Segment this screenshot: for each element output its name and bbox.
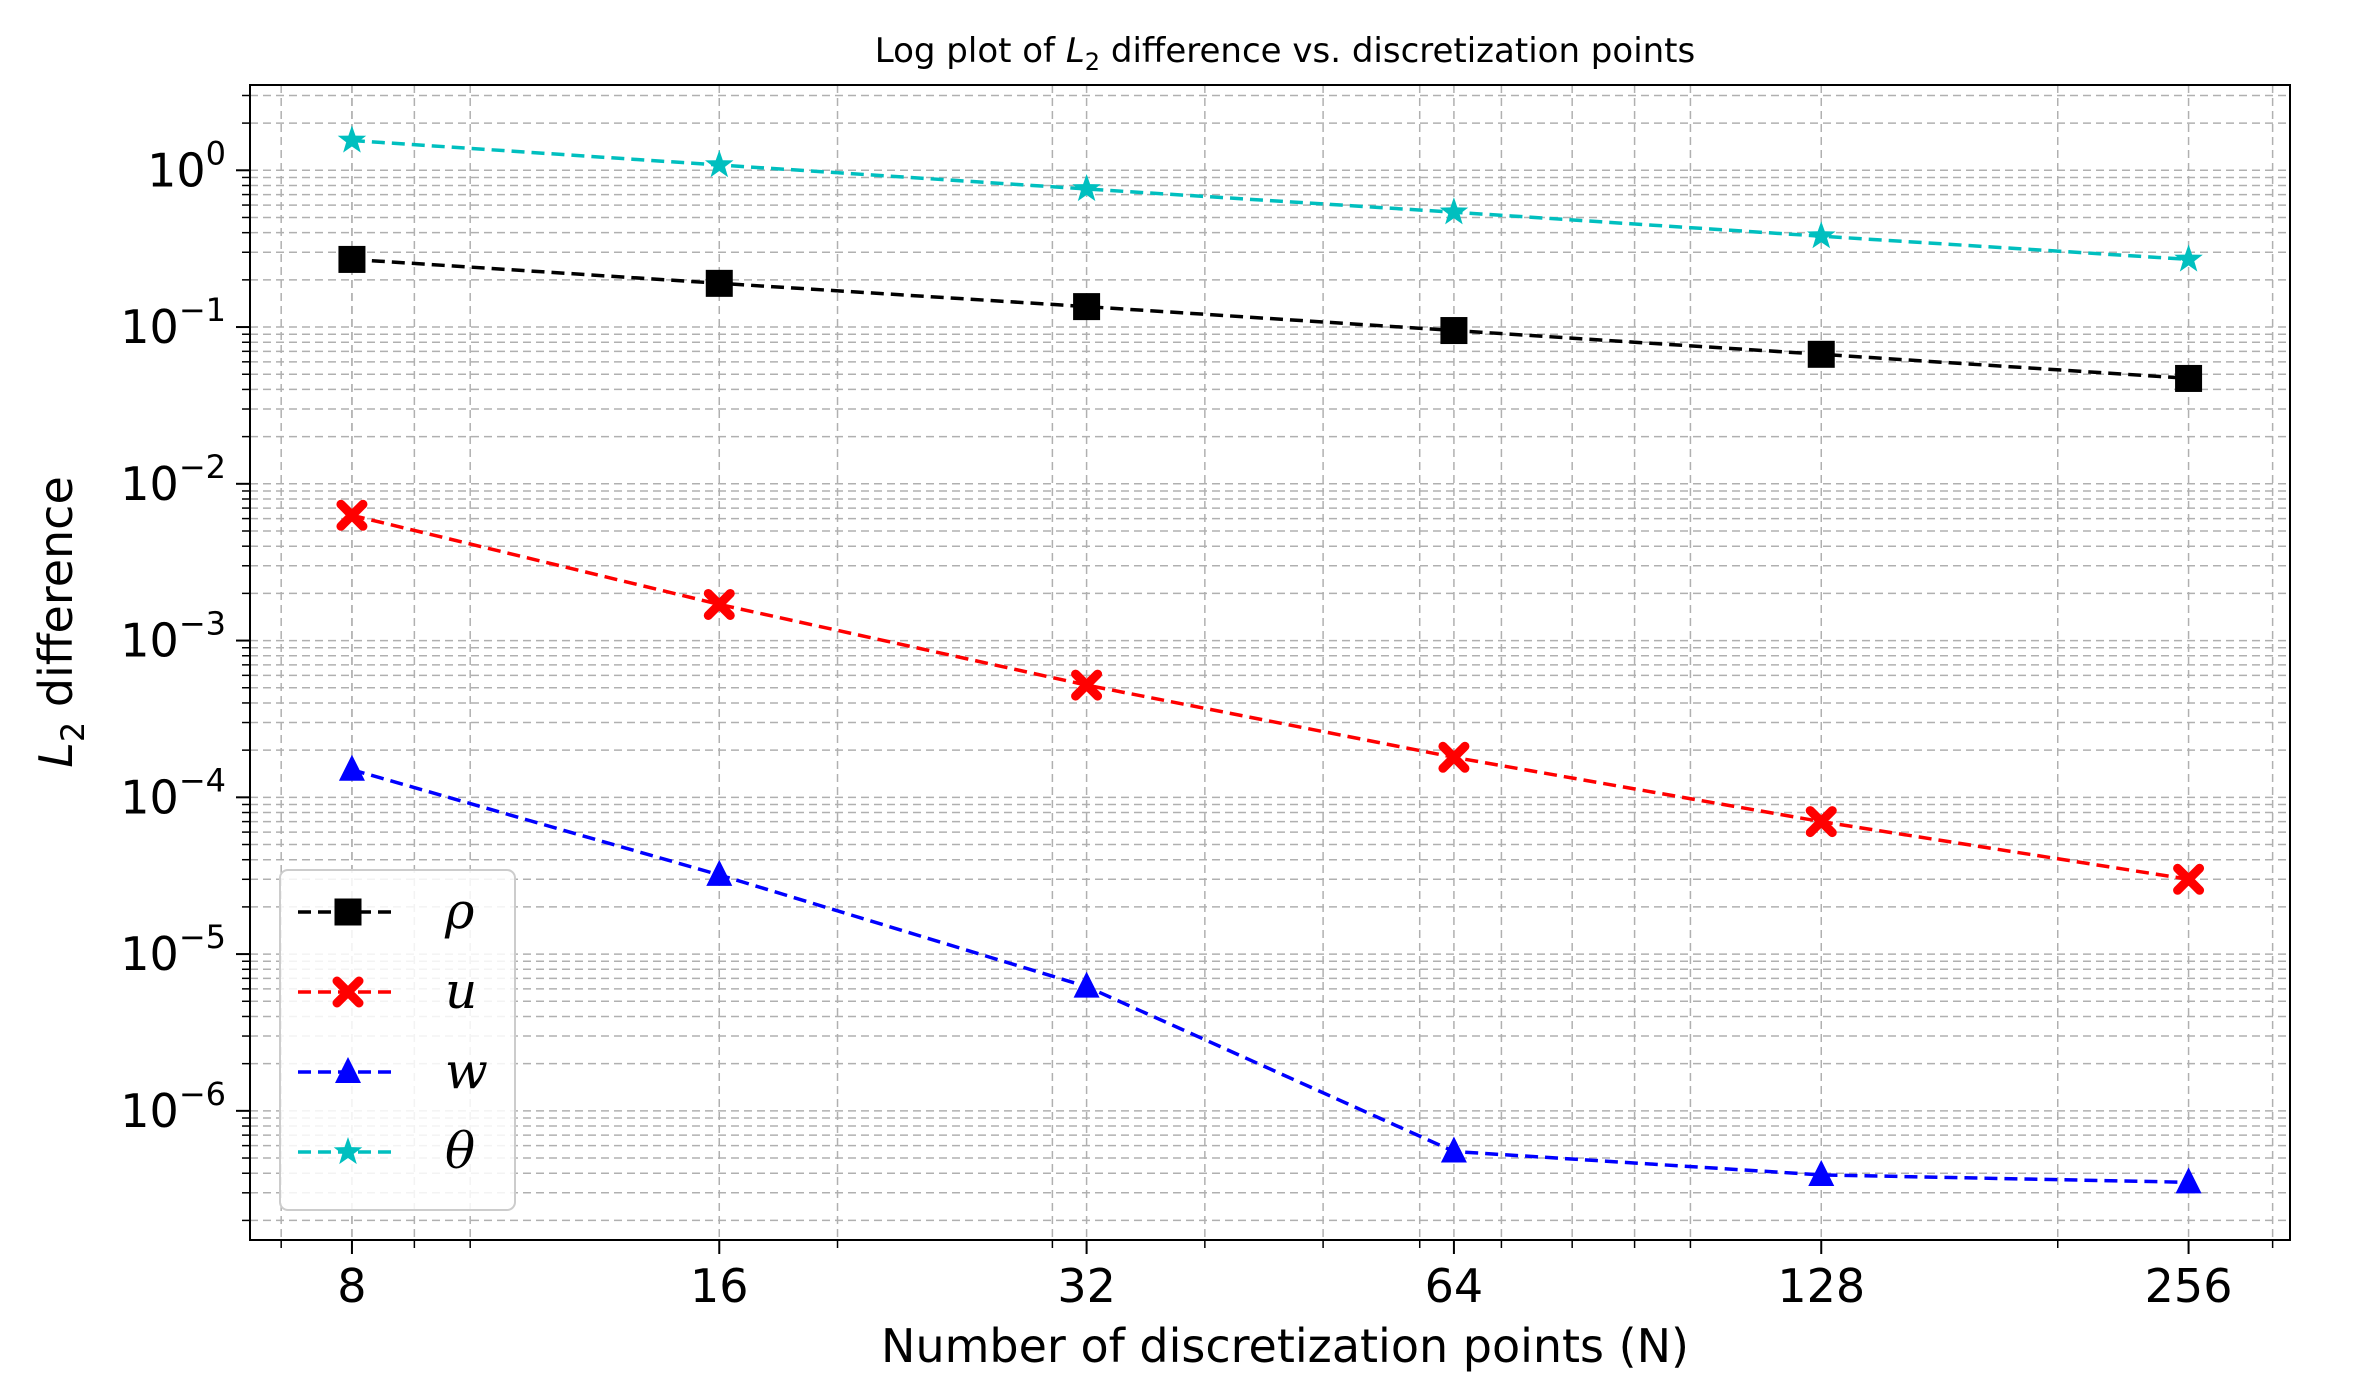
series-u (336, 499, 2205, 895)
data-point (2175, 1167, 2202, 1194)
data-point (2175, 364, 2203, 392)
y-tick-label: 10−4 (120, 761, 226, 824)
series-line (351, 513, 2189, 882)
series-line (351, 768, 2189, 1185)
marker-stroke (1438, 741, 1470, 773)
legend-item: u (298, 962, 477, 1020)
legend-label: u (445, 962, 477, 1020)
data-point (1807, 340, 1835, 368)
marker-stroke (2173, 863, 2205, 895)
data-point (1807, 221, 1836, 249)
data-point (1440, 317, 1468, 345)
data-point (336, 499, 368, 531)
plot-frame (249, 84, 2291, 1241)
grid (250, 85, 2290, 1240)
x-axis-label: Number of discretization points (N) (881, 1319, 1689, 1373)
x-tick-label: 8 (337, 1259, 366, 1313)
data-point (1438, 741, 1470, 773)
data-point (706, 859, 733, 886)
legend-label: w (445, 1042, 488, 1100)
legend-marker (335, 1057, 361, 1083)
legend-item: θ (298, 1122, 475, 1180)
legend-marker (332, 976, 364, 1008)
legend-marker (334, 898, 362, 926)
x-tick-label: 32 (1057, 1259, 1116, 1313)
chart-title: Log plot of L2 difference vs. discretiza… (875, 31, 1695, 76)
data-point (2173, 863, 2205, 895)
x-tick-label: 128 (1777, 1259, 1865, 1313)
y-tick-label: 10−1 (120, 291, 226, 354)
legend-item: ρ (298, 882, 475, 940)
legend-label: ρ (444, 882, 475, 940)
series-line (351, 138, 2189, 262)
legend-box (279, 869, 516, 1211)
y-tick-label: 10−2 (120, 448, 226, 511)
legend-item: w (298, 1042, 488, 1100)
data-point (1805, 806, 1837, 838)
marker-stroke (332, 976, 364, 1008)
data-point (1072, 174, 1101, 202)
marker-stroke (1071, 669, 1103, 701)
data-point (338, 754, 365, 781)
series-θ (337, 125, 2203, 272)
series-line (351, 257, 2189, 381)
legend-marker (333, 1137, 363, 1165)
data-point (337, 125, 367, 153)
y-axis-label: L2 difference (29, 476, 92, 768)
data-point (1071, 669, 1103, 701)
data-point (1808, 1159, 1835, 1186)
data-point (705, 150, 734, 178)
marker-stroke (336, 499, 368, 531)
data-point (2174, 244, 2203, 272)
y-tick-label: 10−5 (120, 918, 226, 981)
y-tick-label: 10−3 (120, 605, 226, 668)
data-point (703, 588, 735, 620)
legend-label: θ (445, 1122, 475, 1180)
data-point (1073, 971, 1100, 998)
data-point (338, 245, 366, 273)
series-ρ (338, 245, 2203, 392)
x-ticks: 8 16 32 64 128 256 (280, 1240, 2274, 1313)
x-tick-label: 16 (690, 1259, 749, 1313)
x-tick-label: 256 (2145, 1259, 2233, 1313)
marker-stroke (703, 588, 735, 620)
marker-stroke (1805, 806, 1837, 838)
data-point (1440, 1136, 1467, 1163)
x-tick-label: 64 (1425, 1259, 1484, 1313)
series-group (336, 125, 2205, 1194)
series-w (338, 754, 2202, 1194)
y-tick-label: 100 (147, 134, 226, 197)
y-ticks: 100 10−1 10−2 10−3 10−4 10−5 10−6 (120, 94, 250, 1222)
data-point (705, 269, 733, 297)
data-point (1439, 197, 1469, 225)
data-point (1073, 293, 1101, 321)
y-tick-label: 10−6 (120, 1075, 226, 1138)
